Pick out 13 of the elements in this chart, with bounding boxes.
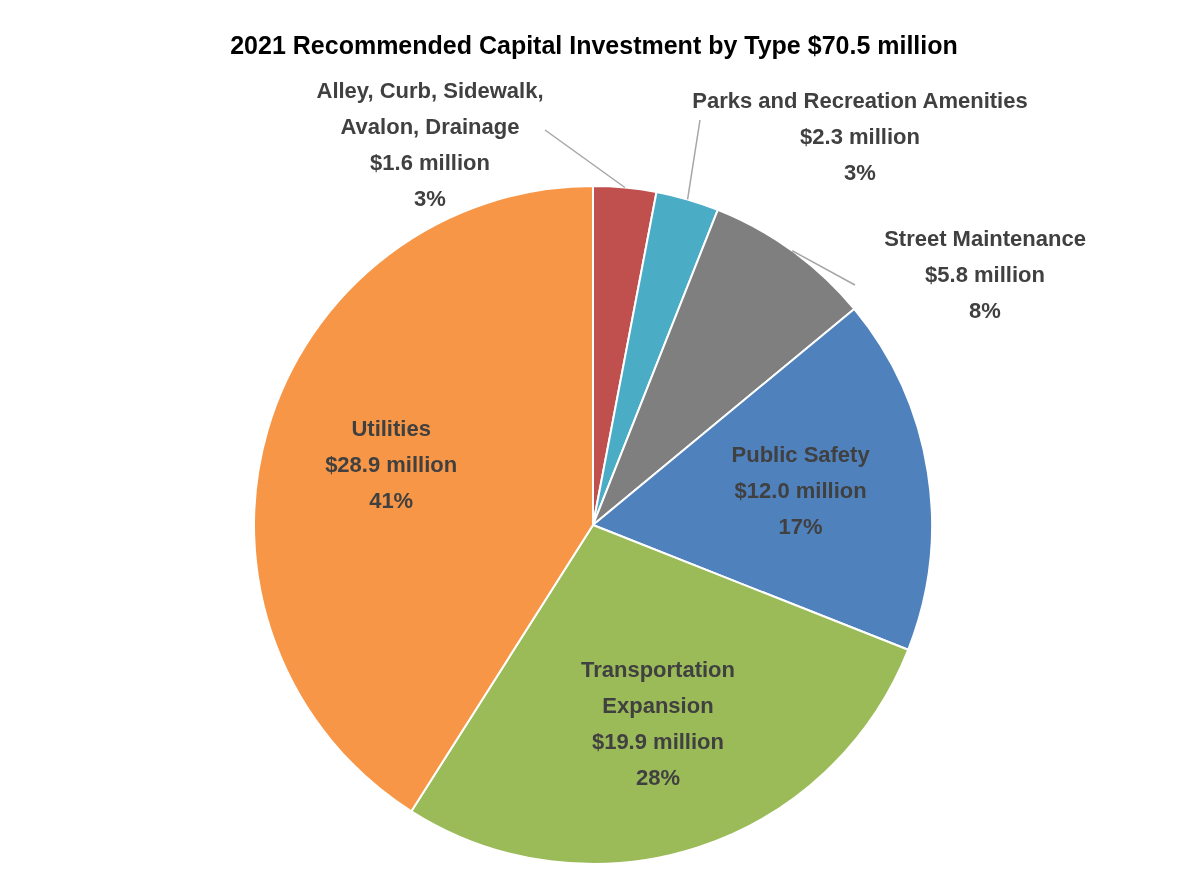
slice-label: Public Safety $12.0 million <box>731 442 871 504</box>
chart-title: 2021 Recommended Capital Investment by Type $70.5 million <box>230 30 958 59</box>
data-label: 17% <box>778 514 823 540</box>
data-label: 3% <box>844 160 876 186</box>
data-label: 28% <box>635 764 680 790</box>
data-label: 41% <box>369 488 414 514</box>
data-label: 3% <box>414 186 446 212</box>
slice-label: Utilities $28.9 million <box>325 416 458 478</box>
data-label: 8% <box>969 298 1001 324</box>
slice-label: Parks and Recreation Amenities $2.3 million <box>692 88 1028 150</box>
slice-label: Street Maintenance $5.8 million <box>884 226 1086 288</box>
slice-label: Alley, Curb, Sidewalk, Avalon, Drainage $1.6 million <box>316 78 544 176</box>
slice-label: Transportation Expansion $19.9 million <box>580 656 735 754</box>
